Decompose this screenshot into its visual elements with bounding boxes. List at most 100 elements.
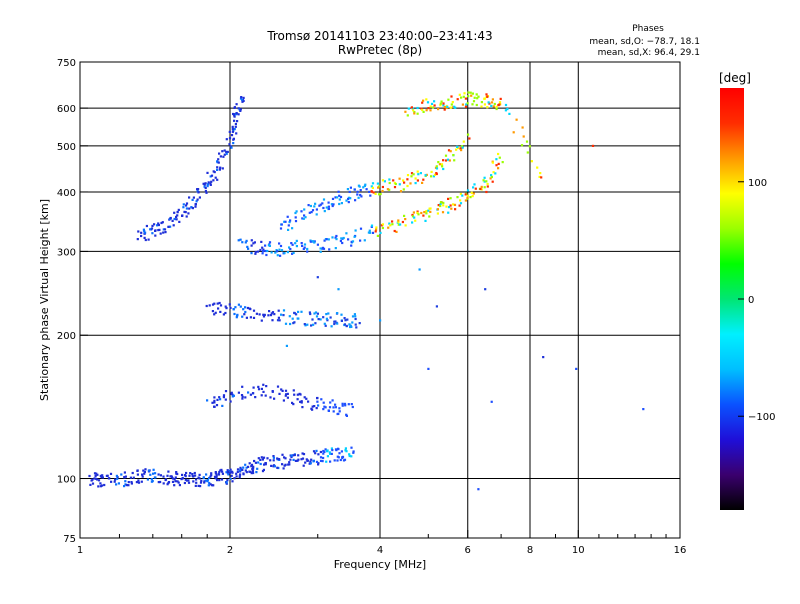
echo-point xyxy=(304,461,307,464)
echo-point xyxy=(276,254,279,257)
echo-point xyxy=(123,476,126,479)
echo-point xyxy=(309,460,312,463)
echo-point xyxy=(260,456,263,459)
echo-point xyxy=(447,211,450,214)
echo-point xyxy=(399,223,402,226)
echo-point xyxy=(211,401,214,404)
echo-point xyxy=(183,210,186,213)
echo-point xyxy=(141,473,144,476)
echo-point xyxy=(410,106,413,109)
echo-point xyxy=(241,98,244,102)
echo-point xyxy=(410,172,414,175)
echo-point xyxy=(388,178,391,181)
echo-point xyxy=(410,175,413,178)
echo-point xyxy=(412,211,415,214)
echo-point xyxy=(501,161,504,164)
echo-point xyxy=(231,471,234,474)
echo-point xyxy=(452,154,455,157)
echo-point xyxy=(216,178,219,181)
echo-point xyxy=(336,196,339,199)
echo-point xyxy=(250,465,253,468)
echo-point xyxy=(351,240,355,243)
echo-point xyxy=(470,94,473,97)
echo-point xyxy=(389,224,392,227)
echo-point xyxy=(94,474,97,477)
echo-point xyxy=(250,463,254,466)
echo-point xyxy=(295,245,298,248)
echo-point xyxy=(515,118,518,121)
echo-point xyxy=(188,196,191,199)
echo-point xyxy=(249,308,252,311)
echo-point xyxy=(344,447,347,450)
echo-point xyxy=(324,448,327,451)
echo-point xyxy=(142,228,145,231)
echo-point xyxy=(450,207,453,210)
echo-point xyxy=(184,478,187,481)
echo-point xyxy=(447,98,450,101)
echo-point xyxy=(232,137,235,140)
echo-point xyxy=(311,408,314,411)
echo-point xyxy=(144,231,147,234)
echo-point xyxy=(499,97,502,100)
echo-point xyxy=(338,452,341,455)
echo-point xyxy=(347,403,350,406)
echo-point xyxy=(91,478,94,481)
echo-point xyxy=(200,479,203,482)
echo-point xyxy=(303,246,306,249)
echo-point xyxy=(176,472,179,476)
echo-point xyxy=(429,109,432,112)
echo-point xyxy=(296,398,299,401)
echo-point xyxy=(216,166,219,169)
echo-point xyxy=(412,109,415,112)
echo-point xyxy=(312,450,316,453)
echo-point xyxy=(231,130,234,133)
echo-point xyxy=(254,250,257,254)
echo-point xyxy=(437,161,440,164)
echo-point xyxy=(447,149,451,152)
echo-point xyxy=(306,459,310,462)
echo-point xyxy=(247,247,250,250)
echo-point xyxy=(99,474,102,477)
echo-point xyxy=(252,392,255,395)
echo-point xyxy=(440,100,443,103)
echo-point xyxy=(154,472,157,475)
echo-point xyxy=(325,238,328,241)
echo-point xyxy=(228,303,231,306)
echo-point xyxy=(322,452,325,455)
echo-point xyxy=(429,207,432,210)
echo-point xyxy=(490,400,493,403)
echo-point xyxy=(374,192,377,195)
echo-point xyxy=(136,238,139,241)
echo-point xyxy=(174,476,177,479)
echo-point xyxy=(169,475,172,478)
echo-point xyxy=(209,183,212,186)
echo-point xyxy=(291,401,294,404)
echo-point xyxy=(422,214,425,217)
echo-point xyxy=(330,203,333,206)
echo-point xyxy=(235,475,238,478)
echo-point xyxy=(292,403,295,406)
echo-point xyxy=(289,322,292,326)
echo-point xyxy=(433,173,437,176)
echo-point xyxy=(466,133,470,136)
echo-point xyxy=(337,190,340,193)
echo-point xyxy=(233,114,236,117)
echo-point xyxy=(381,185,384,189)
echo-point xyxy=(313,405,316,408)
echo-point xyxy=(378,193,381,196)
echo-point xyxy=(466,102,469,105)
echo-point xyxy=(225,482,228,485)
echo-point xyxy=(476,97,479,100)
echo-point xyxy=(347,197,350,201)
echo-point xyxy=(103,483,106,487)
echo-point xyxy=(276,457,279,460)
echo-point xyxy=(178,484,181,487)
echo-point xyxy=(447,197,450,200)
echo-point xyxy=(441,211,445,214)
echo-point xyxy=(164,478,167,482)
echo-point xyxy=(364,183,367,186)
echo-point xyxy=(218,301,221,305)
echo-point xyxy=(99,482,102,485)
echo-point xyxy=(146,478,149,481)
echo-point xyxy=(299,400,302,403)
